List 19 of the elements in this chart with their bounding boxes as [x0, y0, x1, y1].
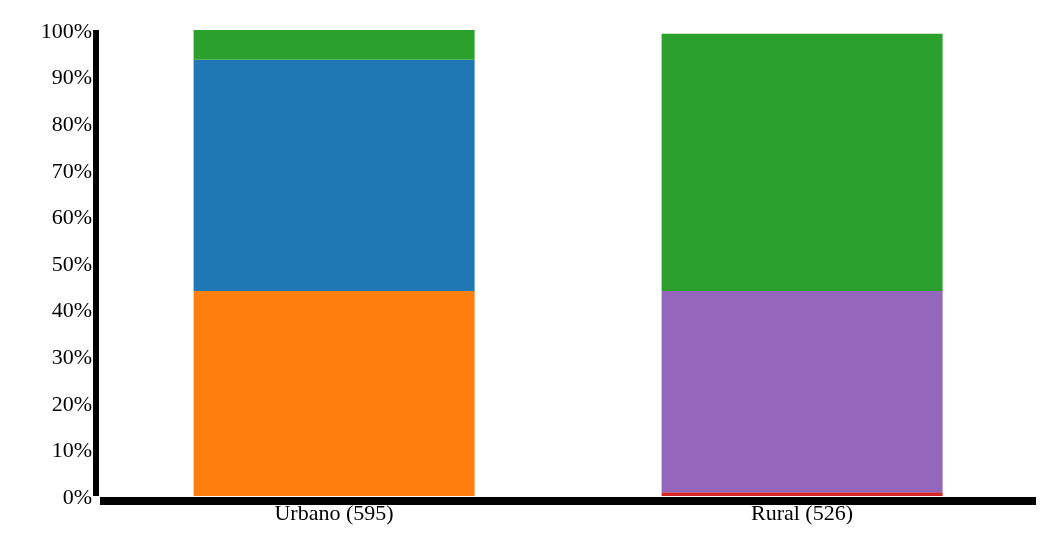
y-tick-label: 50%: [51, 250, 92, 276]
y-tick-label: 60%: [51, 204, 92, 230]
x-tick-label: Rural (526): [750, 499, 854, 525]
bar: [193, 30, 475, 60]
y-tick-label: 20%: [51, 390, 92, 416]
y-tick-label: 40%: [51, 297, 92, 323]
bar: [661, 33, 943, 291]
bar: [661, 290, 943, 493]
y-tick-label: 70%: [51, 157, 92, 183]
x-tick-label: Urbano (595): [274, 499, 394, 525]
y-tick-label: 30%: [51, 344, 92, 370]
bar: [193, 290, 475, 496]
y-tick-label: 100%: [40, 17, 92, 43]
y-tick-label: 90%: [51, 64, 92, 90]
bar: [193, 59, 475, 291]
bar: [661, 492, 943, 496]
y-tick-label: 10%: [51, 437, 92, 463]
y-tick-label: 0%: [62, 483, 92, 509]
y-tick-label: 80%: [51, 111, 92, 137]
